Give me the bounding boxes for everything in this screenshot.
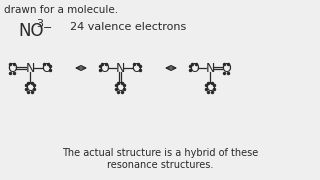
Text: −: − [43,23,52,33]
Text: O: O [99,62,109,75]
Text: NO: NO [18,22,44,40]
Text: N: N [115,62,125,75]
Text: O: O [115,80,125,93]
Text: 3: 3 [36,19,43,29]
Text: O: O [41,62,51,75]
Text: resonance structures.: resonance structures. [107,160,213,170]
Text: drawn for a molecule.: drawn for a molecule. [4,5,118,15]
Text: N: N [205,62,215,75]
Text: O: O [7,62,17,75]
Text: O: O [131,62,141,75]
Text: N: N [25,62,35,75]
Text: The actual structure is a hybrid of these: The actual structure is a hybrid of thes… [62,148,258,158]
Text: O: O [221,62,231,75]
Text: O: O [189,62,199,75]
Text: O: O [25,80,35,93]
Text: 24 valence electrons: 24 valence electrons [70,22,186,32]
Text: O: O [205,80,215,93]
